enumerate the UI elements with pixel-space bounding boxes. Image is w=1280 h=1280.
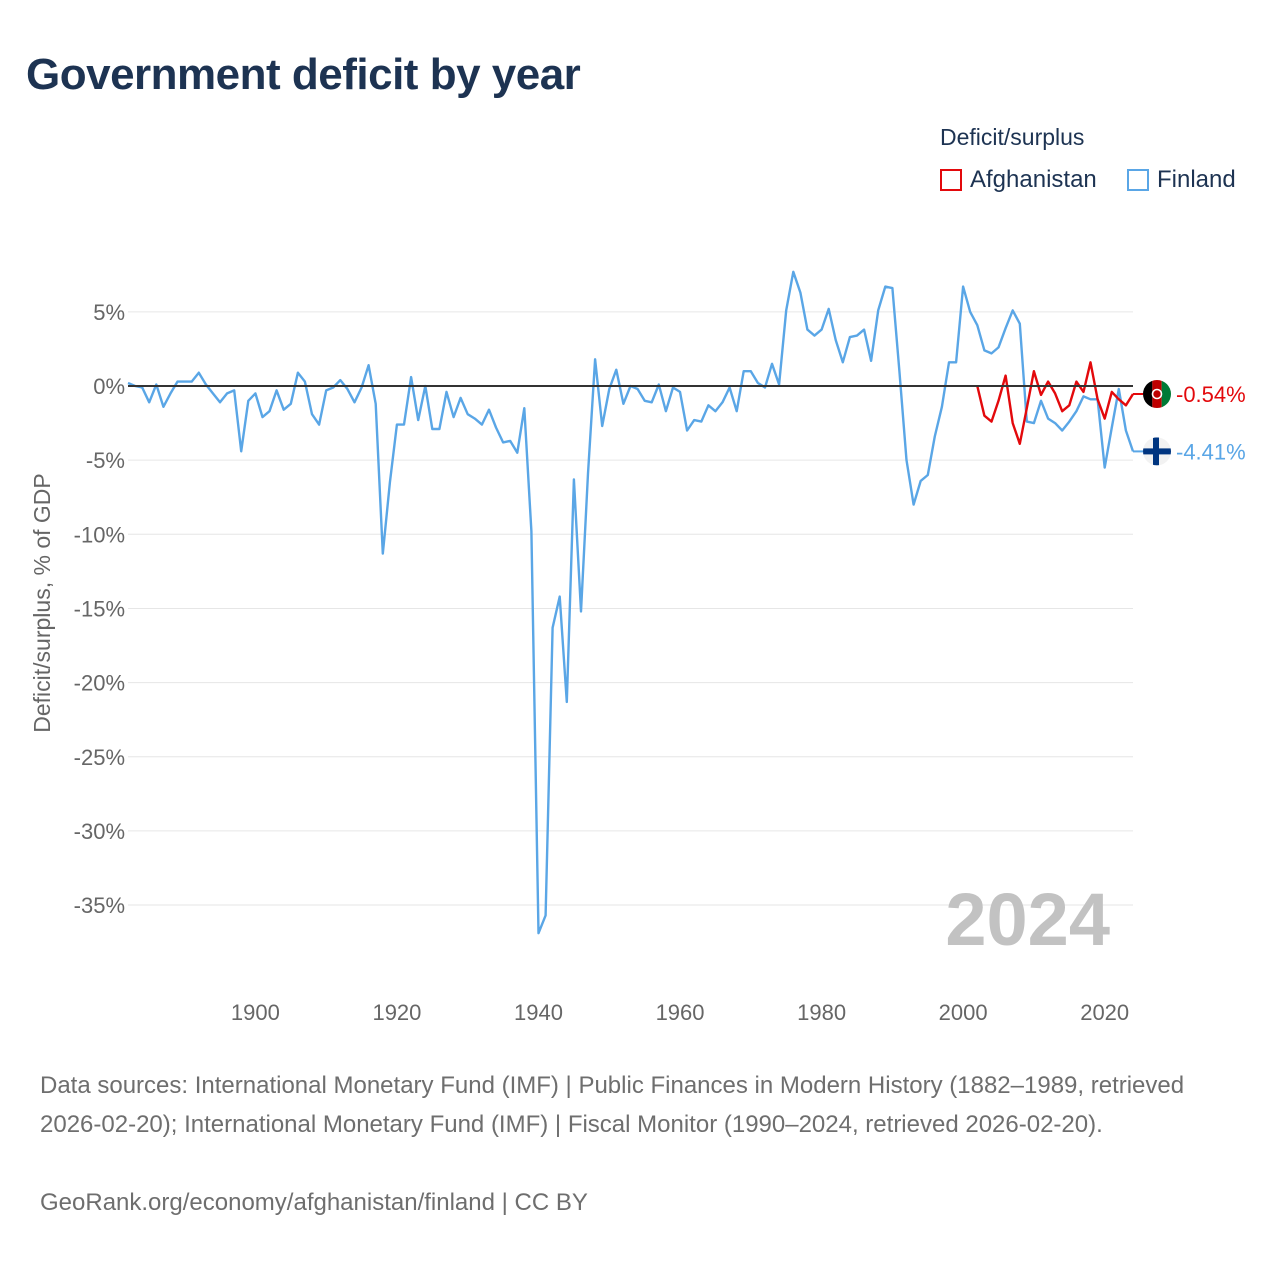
legend-swatch-finland xyxy=(1127,169,1149,191)
y-axis-label: Deficit/surplus, % of GDP xyxy=(29,473,55,732)
line-chart: 5% 0% -5% -10% -15% -20% -25% -30% -35% 1900 1920 1… xyxy=(29,270,1246,1025)
y-tick-label: -35% xyxy=(74,893,125,918)
end-value-label-afghanistan: -0.54% xyxy=(1176,382,1246,407)
data-sources: Data sources: International Monetary Fun… xyxy=(40,1072,1185,1138)
legend-label-finland: Finland xyxy=(1157,166,1236,193)
x-tick-label: 1900 xyxy=(231,1000,280,1025)
afghanistan-flag-icon xyxy=(1143,380,1171,409)
series-line-finland xyxy=(127,270,1135,935)
y-tick-label: -20% xyxy=(74,671,125,696)
series-line-afghanistan xyxy=(976,361,1135,445)
x-tick-label: 1980 xyxy=(797,1000,846,1025)
finland-flag-icon xyxy=(1143,437,1171,466)
legend-label-afghanistan: Afghanistan xyxy=(970,166,1097,193)
legend-swatch-afghanistan xyxy=(940,169,962,191)
chart-title: Government deficit by year xyxy=(26,50,581,99)
y-tick-label: -15% xyxy=(74,596,125,621)
legend-item-afghanistan[interactable]: Afghanistan xyxy=(940,166,1097,194)
y-tick-label: -5% xyxy=(86,448,125,473)
y-tick-label: 5% xyxy=(93,300,125,325)
end-value-label-finland: -4.41% xyxy=(1176,439,1246,464)
y-tick-label: -10% xyxy=(74,522,125,547)
legend-title: Deficit/surplus xyxy=(940,124,1085,150)
current-year-label: 2024 xyxy=(945,878,1110,961)
y-tick-label: 0% xyxy=(93,374,125,399)
x-tick-label: 1940 xyxy=(514,1000,563,1025)
y-tick-label: -25% xyxy=(74,745,125,770)
x-tick-label: 2020 xyxy=(1080,1000,1129,1025)
y-tick-label: -30% xyxy=(74,819,125,844)
credit-line: GeoRank.org/economy/afghanistan/finland … xyxy=(40,1189,588,1216)
x-tick-label: 2000 xyxy=(939,1000,988,1025)
legend-item-finland[interactable]: Finland xyxy=(1127,166,1236,194)
x-tick-label: 1920 xyxy=(372,1000,421,1025)
x-tick-label: 1960 xyxy=(656,1000,705,1025)
